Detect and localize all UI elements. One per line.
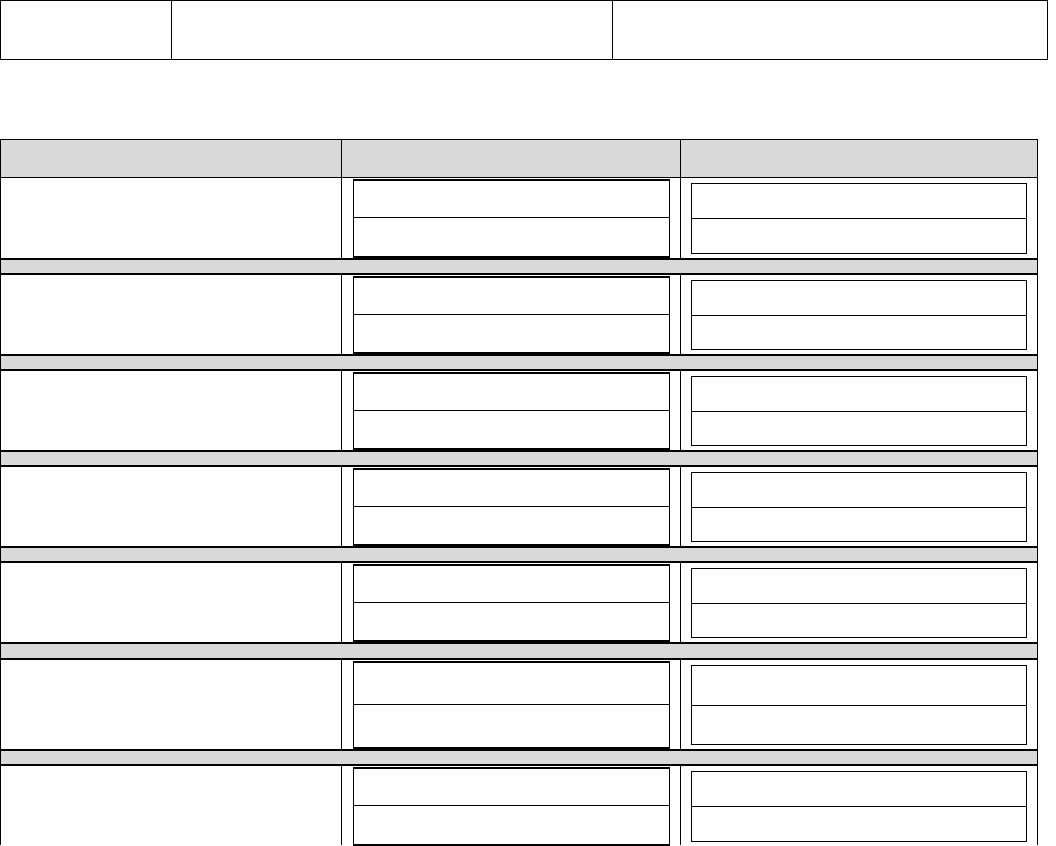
value-box [353, 767, 670, 846]
row-divider [354, 410, 669, 411]
row-divider [692, 806, 1026, 807]
row-divider [354, 805, 669, 806]
group-separator [1, 749, 1037, 766]
value-box [353, 468, 670, 546]
row-divider [692, 507, 1026, 508]
row-divider [354, 602, 669, 603]
column-divider [680, 140, 681, 845]
column-divider [612, 1, 613, 59]
value-box [353, 179, 670, 258]
main-table [0, 139, 1038, 846]
row-divider [692, 218, 1026, 219]
value-box [353, 564, 670, 642]
value-box [691, 568, 1027, 638]
value-box [691, 771, 1027, 842]
table-header [1, 140, 1037, 178]
value-box [691, 472, 1027, 542]
group-separator [1, 258, 1037, 275]
value-box [691, 376, 1027, 446]
row-divider [354, 704, 669, 705]
row-divider [692, 315, 1026, 316]
value-box [353, 372, 670, 450]
row-divider [692, 603, 1026, 604]
column-divider [341, 140, 342, 845]
top-table [0, 0, 1048, 60]
value-box [691, 183, 1027, 254]
column-divider [171, 1, 172, 59]
value-box [353, 276, 670, 354]
group-separator [1, 546, 1037, 563]
row-divider [354, 314, 669, 315]
row-divider [692, 705, 1026, 706]
row-divider [354, 217, 669, 218]
value-box [691, 280, 1027, 350]
group-separator [1, 354, 1037, 371]
group-separator [1, 450, 1037, 467]
row-divider [692, 411, 1026, 412]
row-divider [354, 506, 669, 507]
value-box [691, 665, 1027, 745]
group-separator [1, 642, 1037, 660]
value-box [353, 661, 670, 749]
